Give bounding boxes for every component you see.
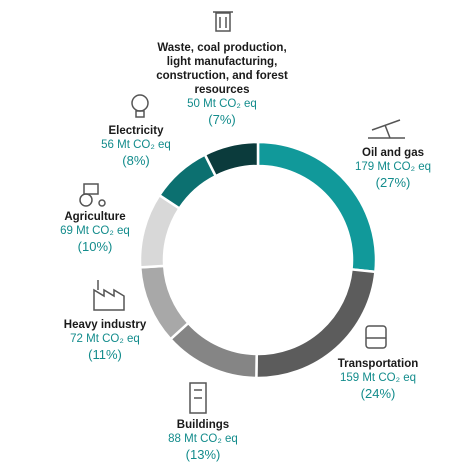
value-label: 88 Mt CO₂ eq <box>168 433 238 445</box>
share-label: (8%) <box>122 153 150 168</box>
segment-label: Electricity 56 Mt CO₂ eq (8%) <box>86 124 186 169</box>
segment-label: Heavy industry 72 Mt CO₂ eq (11%) <box>50 318 160 363</box>
share-label: (7%) <box>208 112 236 127</box>
share-label: (11%) <box>88 347 122 362</box>
share-label: (13%) <box>185 447 221 462</box>
value-label: 159 Mt CO₂ eq <box>339 372 417 384</box>
category-label: Transportation <box>337 358 419 370</box>
share-label: (24%) <box>360 386 396 401</box>
donut-segment <box>203 140 260 178</box>
icon-bus <box>365 325 387 349</box>
segment-label: Buildings 88 Mt CO₂ eq (13%) <box>153 418 253 463</box>
value-label: 72 Mt CO₂ eq <box>70 333 140 345</box>
segment-label: Waste, coal production, light manufactur… <box>152 41 292 128</box>
donut-segment <box>138 193 182 269</box>
value-label: 179 Mt CO₂ eq <box>354 161 432 173</box>
icon-building <box>189 382 207 414</box>
category-label: Oil and gas <box>362 147 424 159</box>
category-label: Waste, coal production, light manufactur… <box>156 42 288 96</box>
category-label: Electricity <box>108 125 164 137</box>
value-label: 50 Mt CO₂ eq <box>187 98 257 110</box>
value-label: 56 Mt CO₂ eq <box>101 139 171 151</box>
icon-factory <box>93 280 125 311</box>
donut-segment <box>168 321 258 380</box>
segment-label: Oil and gas 179 Mt CO₂ eq (27%) <box>338 146 448 191</box>
share-label: (27%) <box>375 175 411 190</box>
icon-bulb <box>131 94 149 118</box>
segment-label: Agriculture 69 Mt CO₂ eq (10%) <box>45 210 145 255</box>
category-label: Buildings <box>176 419 230 431</box>
icon-trash <box>213 11 233 32</box>
segment-label: Transportation 159 Mt CO₂ eq (24%) <box>323 357 433 402</box>
icon-pumpjack <box>368 119 405 139</box>
value-label: 69 Mt CO₂ eq <box>60 225 130 237</box>
icon-tractor <box>79 183 106 207</box>
category-label: Heavy industry <box>63 319 147 331</box>
share-label: (10%) <box>77 239 113 254</box>
category-label: Agriculture <box>64 211 126 223</box>
